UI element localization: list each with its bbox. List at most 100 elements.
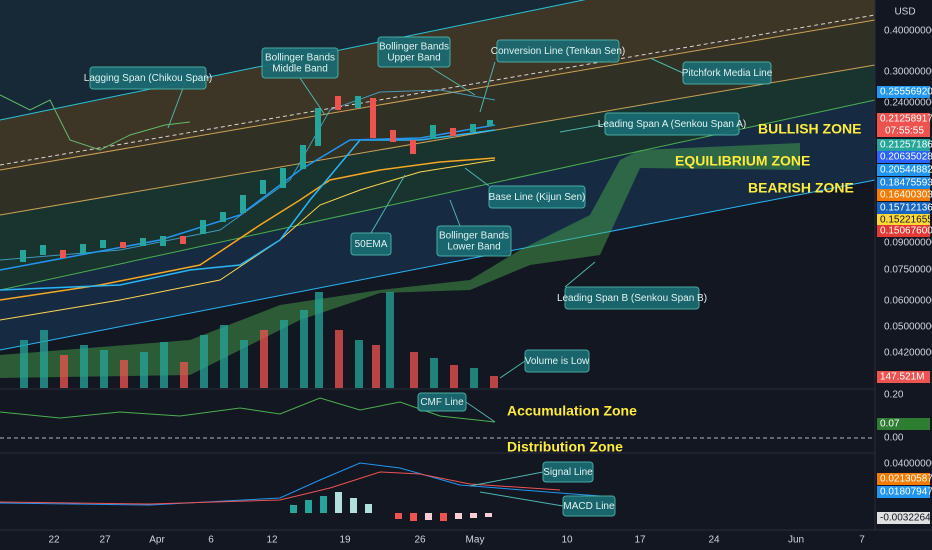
price-label-box	[877, 214, 930, 226]
price-label: 147.521M	[880, 372, 924, 383]
callout-box	[436, 225, 512, 257]
callout-box	[682, 61, 772, 85]
price-label: 0.21258917	[880, 114, 932, 125]
callout-box	[417, 392, 467, 412]
callout-box	[89, 66, 207, 90]
callout-line	[479, 491, 564, 507]
callout-text: Volume is Low	[525, 356, 590, 367]
price-label: 0.01807947	[880, 487, 932, 498]
callout-text: 50EMA	[355, 239, 388, 250]
date-tick: May	[466, 535, 485, 546]
callout-box	[261, 47, 339, 79]
date-tick: 6	[208, 535, 214, 546]
price-label-box	[877, 113, 930, 125]
indicator-lines	[0, 89, 496, 321]
price-label-box	[877, 225, 930, 237]
price-label: 0.15221655	[880, 215, 932, 226]
callout-line	[370, 174, 406, 234]
callout-text: CMF Line	[420, 397, 464, 408]
price-label-box	[877, 139, 930, 151]
callout-line	[299, 77, 326, 116]
axis-unit: USD	[894, 7, 915, 18]
zone-label: Accumulation Zone	[507, 403, 637, 419]
callout-text: Lower Band	[447, 242, 500, 253]
price-tick: 0.06000000	[884, 296, 932, 307]
callout-text: Bollinger Bands	[265, 53, 335, 64]
zone-label: Distribution Zone	[507, 439, 623, 455]
price-label-box	[877, 473, 930, 485]
price-label-box	[877, 202, 930, 214]
callout-text: Conversion Line (Tenkan Sen)	[491, 46, 626, 57]
callout-line	[465, 401, 496, 423]
date-tick: 26	[414, 535, 426, 546]
date-tick: 19	[339, 535, 351, 546]
callout-text: Signal Line	[543, 467, 593, 478]
price-label-box	[877, 177, 930, 189]
callout-box	[377, 36, 451, 68]
date-tick: 22	[48, 535, 60, 546]
date-tick: 27	[99, 535, 111, 546]
callout-text: MACD Line	[563, 501, 615, 512]
price-label: 0.25556920	[880, 87, 932, 98]
price-tick: 0.40000000	[884, 26, 932, 37]
price-tick: 0.24000000	[884, 98, 932, 109]
callout-text: Bollinger Bands	[439, 231, 509, 242]
date-tick: 17	[634, 535, 646, 546]
callout-text: Upper Band	[387, 53, 440, 64]
price-label-box	[877, 125, 930, 137]
callout-text: Pitchfork Media Line	[682, 68, 773, 79]
callout-text: Bollinger Bands	[379, 42, 449, 53]
callout-line	[429, 66, 476, 96]
callout-text: Middle Band	[272, 64, 328, 75]
date-tick: 24	[708, 535, 720, 546]
price-label: 0.16400303	[880, 190, 932, 201]
callout-box	[350, 232, 392, 256]
cmf-tick: 0.20	[884, 390, 904, 401]
cmf-line	[0, 397, 496, 423]
macd-tick: 0.04000000	[884, 459, 932, 470]
price-label-box	[877, 151, 930, 163]
callout-line	[449, 199, 461, 227]
callout-line	[649, 57, 684, 74]
price-label-box	[877, 486, 930, 498]
callout-line	[479, 61, 496, 113]
price-label-box	[877, 164, 930, 176]
cmf-tick: 0.00	[884, 433, 904, 444]
callout-line	[559, 123, 606, 133]
callout-box	[542, 461, 594, 483]
price-tick: 0.04200000	[884, 348, 932, 359]
price-label: 0.07	[880, 419, 900, 430]
price-label-box	[877, 189, 930, 201]
price-tick: 0.05000000	[884, 322, 932, 333]
callout-text: Base Line (Kijun Sen)	[489, 192, 586, 203]
callout-box	[564, 286, 700, 310]
zone-label: BULLISH ZONE	[758, 121, 861, 137]
callout-box	[488, 185, 586, 209]
date-tick: 10	[561, 535, 573, 546]
callout-text: Leading Span A (Senkou Span A)	[598, 119, 746, 130]
callout-box	[496, 39, 620, 63]
price-tick: 0.07500000	[884, 265, 932, 276]
callout-text: Lagging Span (Chikou Span)	[84, 73, 212, 84]
price-label: 0.20544882	[880, 165, 932, 176]
price-tick: 0.30000000	[884, 67, 932, 78]
ichimoku-cloud	[0, 143, 800, 378]
callout-text: Leading Span B (Senkou Span B)	[557, 293, 707, 304]
macd-histogram	[290, 492, 492, 521]
callout-line	[564, 261, 596, 288]
price-label: 0.15712136	[880, 203, 932, 214]
callout-line	[469, 471, 544, 487]
date-tick: Apr	[149, 535, 165, 546]
signal-line	[0, 471, 561, 505]
date-tick: 7	[859, 535, 865, 546]
date-tick: 12	[266, 535, 278, 546]
zone-label: BEARISH ZONE	[748, 180, 854, 196]
volume-bars	[20, 292, 498, 388]
price-label: 0.02130587	[880, 474, 932, 485]
callout-line	[499, 360, 526, 379]
callout-line	[464, 167, 490, 187]
price-label-box	[877, 86, 930, 98]
price-tick: 0.09000000	[884, 238, 932, 249]
candles	[20, 96, 493, 262]
